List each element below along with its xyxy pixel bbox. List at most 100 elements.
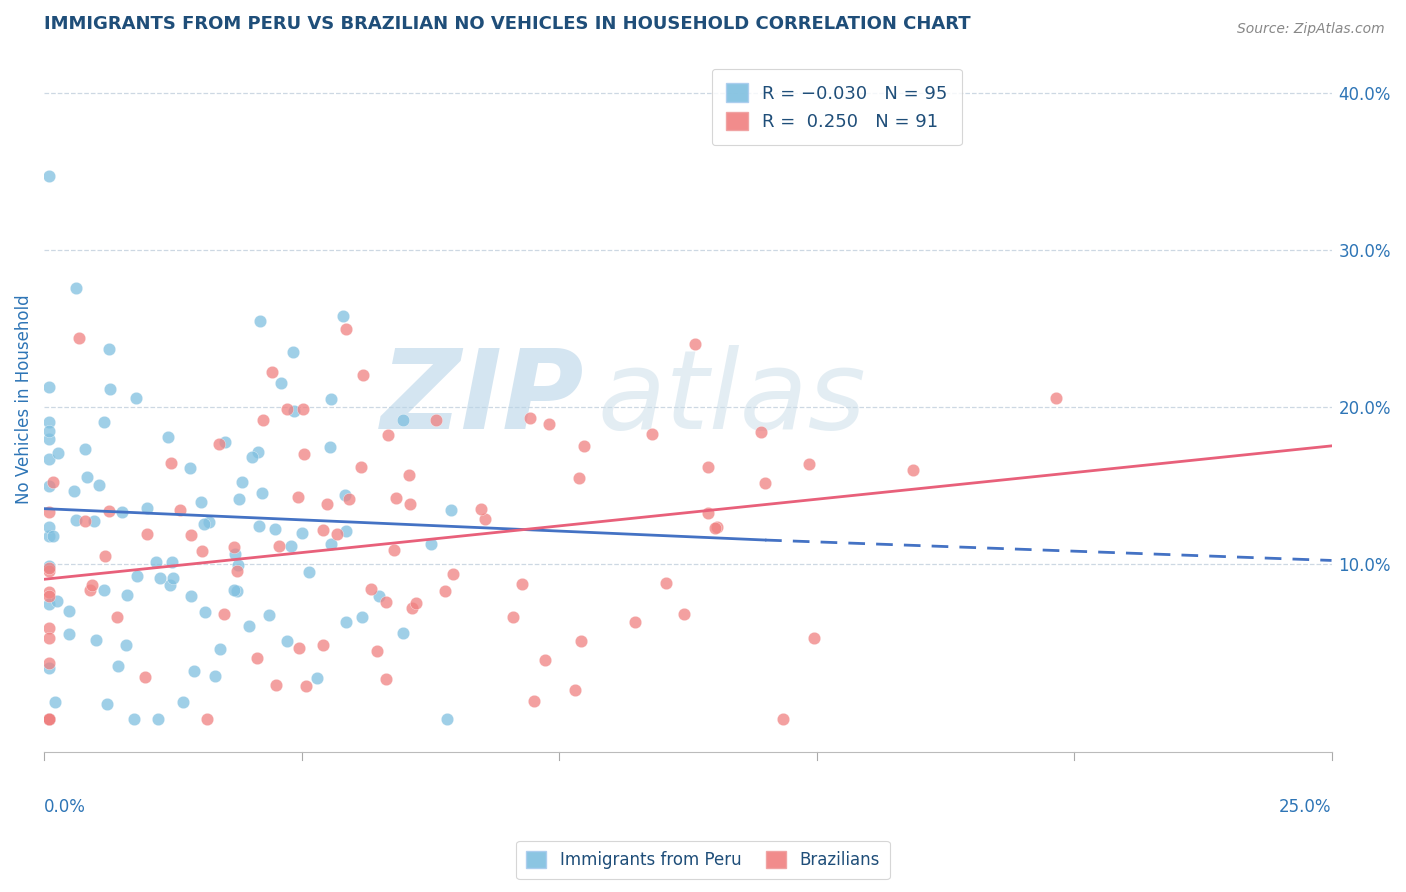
Point xyxy=(250,486,273,500)
Point xyxy=(368,589,391,603)
Point xyxy=(73,514,96,528)
Point xyxy=(264,522,287,536)
Point xyxy=(197,515,219,529)
Point xyxy=(38,712,60,726)
Point xyxy=(538,417,561,431)
Point xyxy=(146,712,169,726)
Point xyxy=(172,695,194,709)
Point xyxy=(38,169,60,183)
Point xyxy=(276,402,298,417)
Point xyxy=(281,345,304,359)
Point xyxy=(38,520,60,534)
Point xyxy=(38,479,60,493)
Point xyxy=(38,564,60,578)
Point xyxy=(224,548,246,562)
Point xyxy=(114,638,136,652)
Point xyxy=(38,712,60,726)
Text: Source: ZipAtlas.com: Source: ZipAtlas.com xyxy=(1237,22,1385,37)
Point xyxy=(749,425,772,440)
Point xyxy=(38,529,60,543)
Point xyxy=(405,596,427,610)
Point xyxy=(533,652,555,666)
Point xyxy=(214,435,236,450)
Point xyxy=(706,519,728,533)
Point xyxy=(38,660,60,674)
Point xyxy=(180,528,202,542)
Point xyxy=(38,380,60,394)
Point xyxy=(398,467,420,482)
Point xyxy=(312,638,335,652)
Point xyxy=(474,512,496,526)
Point xyxy=(38,656,60,670)
Point xyxy=(96,698,118,712)
Point xyxy=(84,632,107,647)
Point xyxy=(80,578,103,592)
Point xyxy=(117,588,139,602)
Point xyxy=(179,461,201,475)
Point xyxy=(623,615,645,629)
Point xyxy=(523,694,546,708)
Point xyxy=(136,501,159,516)
Point xyxy=(98,342,121,356)
Text: atlas: atlas xyxy=(598,345,866,452)
Point xyxy=(145,556,167,570)
Point xyxy=(225,584,247,599)
Point xyxy=(38,561,60,575)
Point xyxy=(335,524,357,539)
Point xyxy=(247,445,270,459)
Point xyxy=(224,541,246,555)
Point xyxy=(93,416,115,430)
Point xyxy=(65,512,87,526)
Point xyxy=(519,411,541,425)
Point xyxy=(247,519,270,533)
Point xyxy=(38,631,60,645)
Point xyxy=(89,477,111,491)
Point xyxy=(510,577,533,591)
Point xyxy=(238,619,260,633)
Point xyxy=(160,555,183,569)
Point xyxy=(124,392,146,406)
Point xyxy=(38,505,60,519)
Point xyxy=(434,584,457,599)
Point xyxy=(1045,392,1067,406)
Point xyxy=(160,456,183,470)
Point xyxy=(180,589,202,603)
Text: ZIP: ZIP xyxy=(381,345,585,452)
Point xyxy=(42,529,65,543)
Point xyxy=(772,712,794,726)
Point xyxy=(319,440,342,454)
Point xyxy=(374,673,396,687)
Point xyxy=(316,497,339,511)
Point xyxy=(335,322,357,336)
Point xyxy=(401,600,423,615)
Point xyxy=(38,432,60,446)
Point xyxy=(333,488,356,502)
Text: 25.0%: 25.0% xyxy=(1279,797,1331,816)
Point xyxy=(122,712,145,726)
Point xyxy=(276,634,298,648)
Point xyxy=(38,621,60,635)
Point xyxy=(58,604,80,618)
Legend: R = −0.030   N = 95, R =  0.250   N = 91: R = −0.030 N = 95, R = 0.250 N = 91 xyxy=(711,69,962,145)
Point xyxy=(420,537,443,551)
Point xyxy=(169,503,191,517)
Point xyxy=(440,503,463,517)
Y-axis label: No Vehicles in Household: No Vehicles in Household xyxy=(15,294,32,504)
Point xyxy=(294,679,316,693)
Point xyxy=(283,404,305,418)
Point xyxy=(704,520,727,534)
Point xyxy=(252,413,274,427)
Point xyxy=(392,413,415,427)
Point xyxy=(38,415,60,429)
Point xyxy=(264,678,287,692)
Point xyxy=(901,463,924,477)
Point xyxy=(222,583,245,598)
Point xyxy=(280,539,302,553)
Point xyxy=(696,507,718,521)
Point xyxy=(127,569,149,583)
Point xyxy=(385,491,408,506)
Point xyxy=(366,644,388,658)
Point xyxy=(270,376,292,391)
Point xyxy=(76,469,98,483)
Point xyxy=(105,610,128,624)
